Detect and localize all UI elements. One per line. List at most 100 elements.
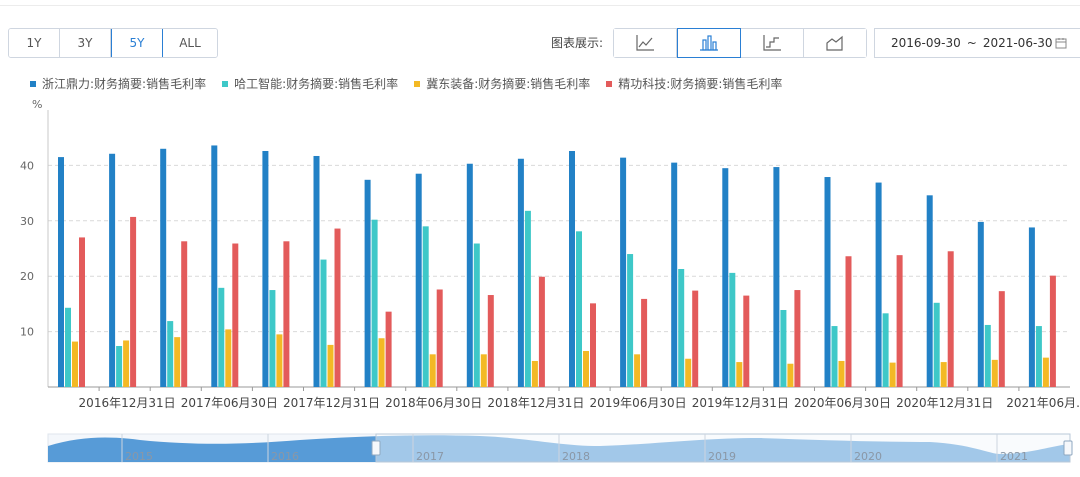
- bar: [991, 359, 998, 387]
- x-tick-label: 2019年12月31日: [692, 396, 789, 410]
- bar: [276, 334, 283, 387]
- bar: [232, 243, 239, 387]
- bar: [634, 354, 641, 387]
- date-separator: ~: [966, 36, 977, 50]
- bar: [320, 259, 327, 387]
- legend-swatch: [222, 80, 229, 87]
- x-tick-label: 2017年12月31日: [283, 396, 380, 410]
- bar: [364, 179, 371, 387]
- area-chart-button[interactable]: [804, 29, 866, 57]
- bar: [538, 276, 545, 387]
- bar: [627, 254, 634, 387]
- range-1y-button[interactable]: 1Y: [9, 29, 60, 57]
- bar: [385, 311, 392, 387]
- bar: [845, 256, 852, 387]
- bar: [977, 221, 984, 387]
- bar-chart: % 10 20 30 40 2016年12月31日 2017年06月30日 2017年12月3…: [20, 98, 1080, 410]
- bar: [181, 241, 188, 387]
- bar: [787, 363, 794, 387]
- x-tick-label: 2017年06月30日: [181, 396, 278, 410]
- bar: [160, 148, 167, 387]
- legend-item[interactable]: 哈工智能:财务摘要:销售毛利率: [222, 75, 398, 92]
- bar: [517, 158, 524, 387]
- bar: [1042, 357, 1049, 387]
- range-5y-button[interactable]: 5Y: [111, 29, 163, 57]
- time-navigator[interactable]: 2015 2016 2017 2018 2019 2020 2021: [0, 432, 1080, 466]
- bar: [692, 290, 699, 387]
- bar: [736, 362, 743, 387]
- bar: [65, 307, 71, 387]
- step-chart-button[interactable]: [741, 29, 804, 57]
- bar: [334, 228, 341, 387]
- bar: [1028, 227, 1035, 387]
- legend-item[interactable]: 浙江鼎力:财务摘要:销售毛利率: [30, 75, 206, 92]
- bar: [269, 290, 276, 387]
- bar: [947, 251, 954, 387]
- bar: [998, 291, 1005, 387]
- bar: [824, 177, 831, 387]
- bar: [743, 295, 750, 387]
- date-end: 2021-06-30: [982, 36, 1053, 50]
- y-tick-label: 20: [20, 270, 34, 283]
- y-tick-label: 30: [20, 215, 34, 228]
- bar: [531, 360, 538, 387]
- x-tick-label: 2016年12月31日: [79, 396, 176, 410]
- bar: [58, 157, 64, 387]
- y-axis-unit: %: [32, 98, 42, 111]
- bar: [429, 354, 436, 387]
- step-chart-icon: [763, 35, 781, 51]
- bar: [415, 173, 422, 387]
- legend-item[interactable]: 冀东装备:财务摘要:销售毛利率: [414, 75, 590, 92]
- bar: [940, 362, 947, 387]
- bar: [422, 226, 429, 387]
- chart-type-label: 图表展示:: [551, 36, 604, 50]
- bar: [313, 155, 320, 387]
- x-tick-label: 2018年06月30日: [385, 396, 482, 410]
- bar: [794, 290, 801, 387]
- top-divider: [0, 5, 1080, 6]
- bar: [933, 302, 940, 387]
- bar: [875, 182, 882, 387]
- navigator-right-handle[interactable]: [1063, 440, 1073, 456]
- bar: [641, 298, 648, 387]
- date-start: 2016-09-30: [891, 36, 961, 50]
- bar-chart-button[interactable]: [677, 28, 741, 58]
- bar: [576, 231, 582, 387]
- bar: [882, 313, 889, 387]
- bar: [1035, 326, 1042, 387]
- bar: [79, 237, 85, 387]
- bar: [583, 350, 589, 387]
- bar: [130, 216, 137, 387]
- bar: [722, 168, 729, 387]
- range-3y-button[interactable]: 3Y: [60, 29, 111, 57]
- bar: [569, 150, 575, 387]
- navigator-year-label: 2016: [271, 450, 299, 463]
- bar: [283, 241, 290, 387]
- bar: [473, 243, 480, 387]
- bar-chart-icon: [700, 35, 718, 51]
- x-tick-label: 2018年12月31日: [487, 396, 584, 410]
- legend-label: 精功科技:财务摘要:销售毛利率: [618, 77, 783, 91]
- range-all-button[interactable]: ALL: [163, 29, 217, 57]
- legend-item[interactable]: 精功科技:财务摘要:销售毛利率: [606, 75, 782, 92]
- bar: [926, 195, 933, 387]
- bar: [1049, 275, 1056, 387]
- calendar-icon: [1055, 38, 1067, 49]
- bar: [480, 354, 487, 387]
- x-tick-label: 2019年06月30日: [590, 396, 687, 410]
- line-chart-button[interactable]: [614, 29, 677, 57]
- date-range-picker[interactable]: 2016-09-30 ~ 2021-06-30: [874, 28, 1080, 58]
- navigator-year-label: 2019: [708, 450, 736, 463]
- bar: [72, 341, 78, 387]
- navigator-year-label: 2017: [416, 450, 444, 463]
- y-tick-label: 10: [20, 326, 34, 339]
- range-selector: 1Y 3Y 5Y ALL: [8, 28, 218, 58]
- bar: [487, 295, 494, 387]
- bar: [436, 289, 443, 387]
- bar: [685, 358, 692, 387]
- bar: [378, 338, 385, 387]
- navigator-selection[interactable]: [375, 433, 1071, 463]
- bar: [262, 150, 269, 387]
- navigator-left-handle[interactable]: [371, 440, 381, 456]
- bar: [371, 219, 378, 387]
